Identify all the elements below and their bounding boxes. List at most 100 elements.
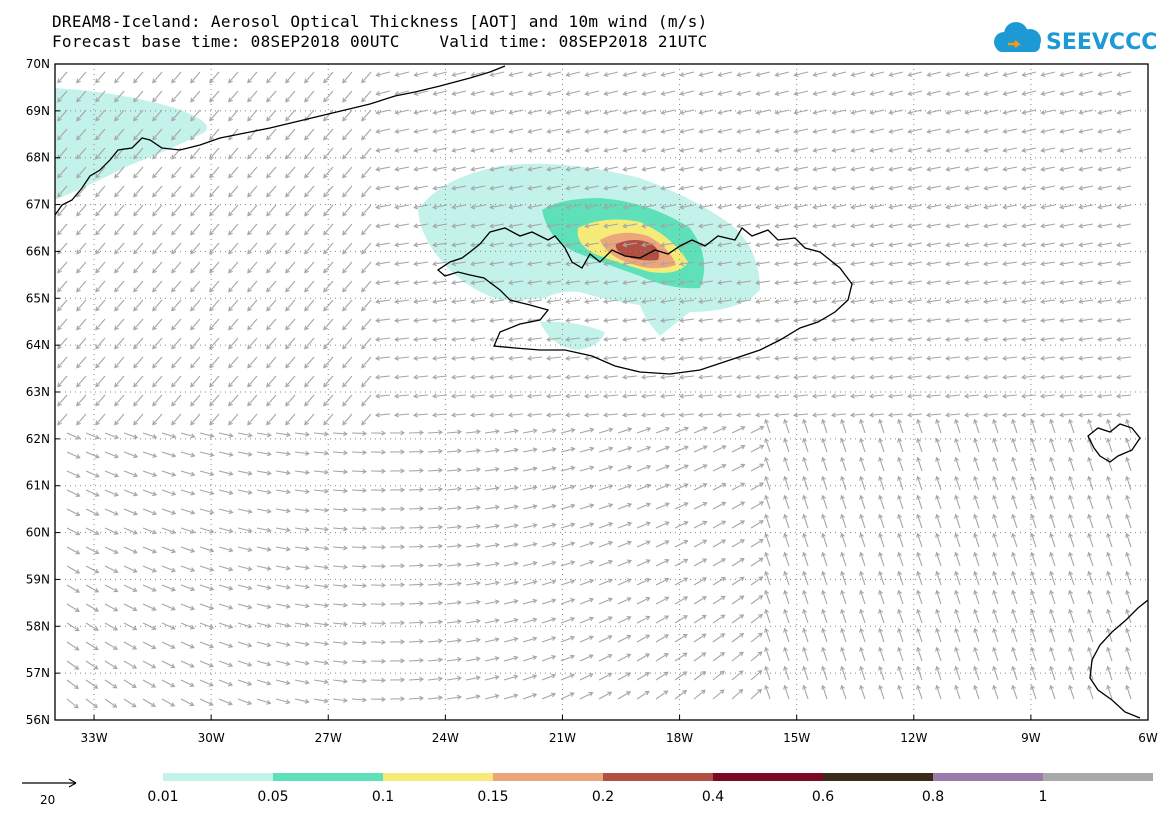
wind-arrow xyxy=(793,223,809,229)
wind-arrow xyxy=(812,299,828,305)
wind-arrow xyxy=(323,299,334,312)
wind-arrow xyxy=(579,578,595,586)
wind-arrow xyxy=(133,204,144,217)
wind-arrow xyxy=(228,280,239,293)
wind-arrow xyxy=(470,336,486,342)
wind-arrow xyxy=(1030,494,1037,510)
wind-arrow xyxy=(470,242,486,248)
wind-arrow xyxy=(859,532,866,548)
wind-arrow xyxy=(1087,627,1094,643)
wind-arrow xyxy=(446,656,462,662)
wind-arrow xyxy=(508,109,524,115)
wind-arrow xyxy=(470,166,486,172)
wind-arrow xyxy=(114,261,125,274)
wind-arrow xyxy=(964,166,980,172)
wind-arrow xyxy=(394,185,410,191)
wind-arrow xyxy=(617,616,632,624)
wind-arrow xyxy=(503,636,519,643)
wind-arrow xyxy=(304,356,315,369)
wind-arrow xyxy=(821,494,828,510)
wind-arrow xyxy=(617,653,632,662)
wind-arrow xyxy=(370,639,387,645)
wind-arrow xyxy=(57,166,68,179)
wind-arrow xyxy=(1077,412,1094,418)
wind-arrow xyxy=(945,374,961,380)
wind-arrow xyxy=(1115,412,1132,418)
lat-label: 57N xyxy=(26,666,50,680)
wind-arrow xyxy=(342,242,353,255)
wind-arrow xyxy=(712,651,726,662)
wind-arrow xyxy=(394,109,410,115)
wind-arrow xyxy=(57,109,68,122)
wind-arrow xyxy=(840,475,847,491)
wind-arrow xyxy=(717,90,733,96)
wind-arrow xyxy=(859,551,866,567)
wind-arrow xyxy=(773,412,790,418)
wind-arrow xyxy=(57,204,68,217)
wind-arrow xyxy=(821,627,828,643)
wind-arrow xyxy=(1002,317,1018,323)
wind-arrow xyxy=(783,665,790,681)
wind-arrow xyxy=(964,393,980,399)
wind-arrow xyxy=(446,429,463,435)
wind-arrow xyxy=(1011,513,1018,529)
wind-arrow xyxy=(180,489,196,496)
wind-arrow xyxy=(190,261,201,274)
wind-arrow xyxy=(413,71,429,78)
wind-arrow xyxy=(641,71,657,78)
wind-arrow xyxy=(190,185,201,198)
wind-arrow xyxy=(954,456,961,472)
wind-arrow xyxy=(1087,513,1094,529)
wind-arrow xyxy=(565,280,581,286)
colorbar-swatch xyxy=(823,773,933,781)
wind-arrow xyxy=(1021,336,1037,342)
wind-arrow xyxy=(470,223,486,229)
wind-arrow xyxy=(209,318,220,331)
wind-arrow xyxy=(508,261,524,267)
wind-arrow xyxy=(983,355,999,361)
wind-arrow xyxy=(256,641,272,648)
wind-arrow xyxy=(579,427,595,434)
wind-arrow xyxy=(964,336,980,342)
wind-arrow xyxy=(375,242,391,248)
wind-arrow xyxy=(735,412,752,418)
wind-arrow xyxy=(218,584,234,591)
wind-arrow xyxy=(812,185,828,191)
wind-arrow xyxy=(342,185,353,198)
wind-arrow xyxy=(370,468,387,474)
wind-arrow xyxy=(693,539,708,548)
wind-arrow xyxy=(992,570,999,586)
wind-arrow xyxy=(840,532,847,548)
wind-arrow xyxy=(190,90,201,103)
colorbar-label: 0.2 xyxy=(592,789,614,805)
wind-arrow xyxy=(266,375,277,388)
wind-arrow xyxy=(973,494,980,510)
wind-arrow xyxy=(133,318,144,331)
wind-arrow xyxy=(560,635,576,643)
wind-arrow xyxy=(660,166,676,172)
wind-arrow xyxy=(332,621,348,627)
wind-arrow xyxy=(1040,109,1056,115)
wind-arrow xyxy=(1021,166,1037,172)
wind-arrow xyxy=(1087,456,1094,472)
wind-arrow xyxy=(142,508,158,516)
wind-arrow xyxy=(546,71,562,78)
wind-arrow xyxy=(736,223,752,229)
wind-arrow xyxy=(427,524,444,530)
wind-arrow xyxy=(161,470,177,477)
wind-arrow xyxy=(85,508,100,516)
wind-arrow xyxy=(598,559,614,567)
wind-arrow xyxy=(1040,90,1056,96)
wind-arrow xyxy=(484,674,500,681)
wind-arrow xyxy=(489,109,505,115)
wind-arrow xyxy=(584,280,600,286)
wind-arrow xyxy=(698,299,714,305)
wind-arrow xyxy=(313,488,329,494)
wind-arrow xyxy=(560,673,575,681)
wind-arrow xyxy=(764,608,771,624)
wind-arrow xyxy=(764,551,771,567)
wind-arrow xyxy=(133,413,144,426)
wind-arrow xyxy=(413,393,429,399)
wind-arrow xyxy=(275,565,291,571)
wind-arrow xyxy=(783,494,790,510)
